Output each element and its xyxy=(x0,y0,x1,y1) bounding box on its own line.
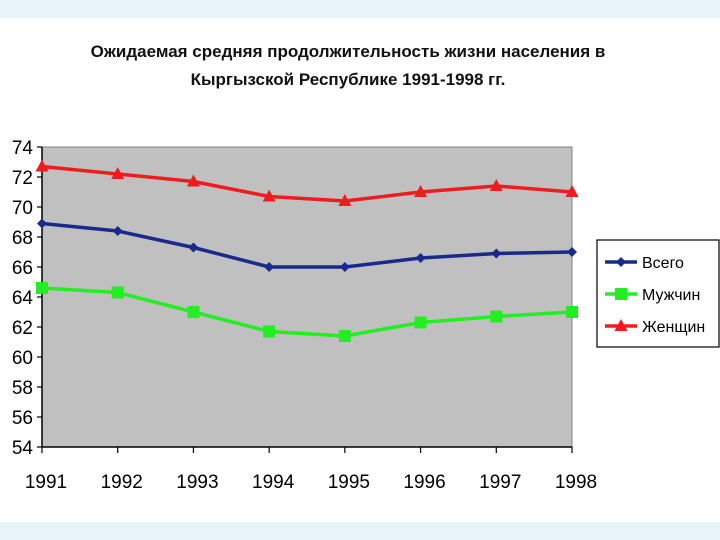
series-1-point xyxy=(415,253,426,263)
series-2-point xyxy=(263,325,276,338)
series-2-point xyxy=(111,286,124,299)
series-line-1 xyxy=(41,221,573,269)
series-3-point xyxy=(111,167,125,179)
y-tick-label: 58 xyxy=(12,378,33,399)
series-1-point xyxy=(491,248,502,259)
series-3-point xyxy=(565,185,579,197)
series-line-2 xyxy=(41,286,573,338)
chart-title-line-1: Ожидаемая средняя продолжительность жизн… xyxy=(90,42,606,61)
series-1-point xyxy=(264,262,275,272)
series-3-point xyxy=(262,189,276,202)
legend-marker-3 xyxy=(614,319,628,331)
series-2-point xyxy=(566,306,578,318)
series-2-point xyxy=(414,316,427,329)
x-tick-label: 1994 xyxy=(252,472,295,493)
legend-marker-1 xyxy=(616,257,626,267)
y-tick-label: 74 xyxy=(12,138,34,159)
y-tick-label: 56 xyxy=(12,408,33,429)
series-3-point xyxy=(186,174,200,187)
series-1-point xyxy=(339,262,350,272)
series-3-point xyxy=(35,159,49,172)
y-tick-label: 66 xyxy=(12,258,33,279)
x-tick-label: 1998 xyxy=(555,472,597,493)
x-tick-label: 1995 xyxy=(328,472,370,493)
legend-marker-2 xyxy=(615,288,627,300)
bottom-band xyxy=(0,522,720,540)
y-tick-label: 70 xyxy=(12,198,33,219)
y-tick-label: 72 xyxy=(12,168,33,189)
x-tick-label: 1991 xyxy=(25,472,67,493)
x-tick-label: 1996 xyxy=(403,472,445,493)
series-3-point xyxy=(338,194,352,206)
legend-label-2: Мужчин xyxy=(642,287,700,304)
y-tick-label: 60 xyxy=(12,348,33,369)
series-2-point xyxy=(490,310,503,323)
series-1-point xyxy=(188,242,199,253)
series-3-point xyxy=(414,185,428,197)
series-2-point xyxy=(36,282,48,294)
series-2-point xyxy=(187,306,200,318)
series-3-point xyxy=(489,179,503,191)
x-tick-label: 1993 xyxy=(176,472,218,493)
series-2-point xyxy=(338,330,351,342)
series-1-point xyxy=(567,247,577,257)
y-tick-label: 64 xyxy=(12,288,34,309)
y-tick-label: 68 xyxy=(12,228,33,249)
x-tick-label: 1997 xyxy=(479,472,521,493)
chart-title-line-2: Кыргызской Республике 1991-1998 гг. xyxy=(190,70,506,89)
top-band xyxy=(0,0,720,18)
chart-title: Ожидаемая средняя продолжительность жизн… xyxy=(0,38,708,94)
series-1-point xyxy=(112,226,123,236)
y-tick-label: 62 xyxy=(12,318,33,339)
x-tick-label: 1992 xyxy=(101,472,143,493)
series-line-3 xyxy=(41,164,573,203)
y-tick-label: 54 xyxy=(12,438,34,459)
series-1-point xyxy=(37,218,47,229)
legend-label-1: Всего xyxy=(642,255,684,272)
legend-label-3: Женщин xyxy=(642,319,705,336)
